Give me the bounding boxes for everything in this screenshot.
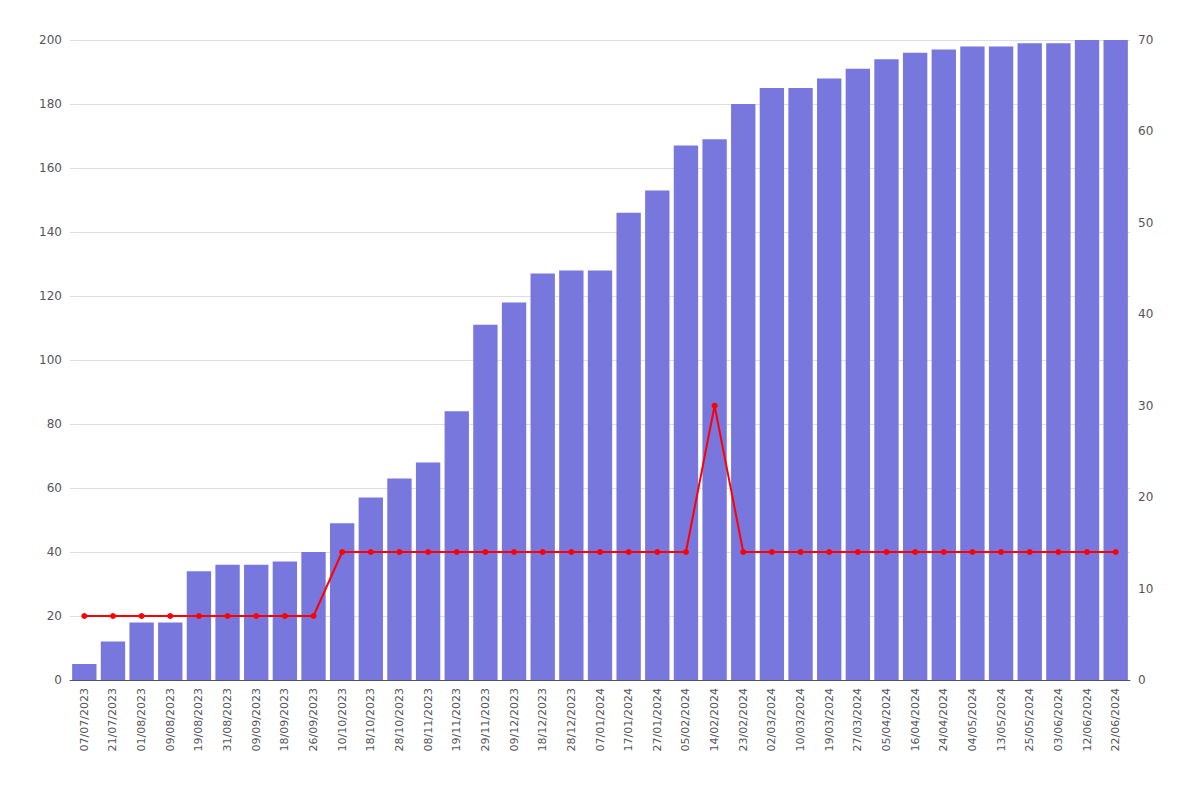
svg-text:140: 140 [39,225,62,239]
svg-text:27/01/2024: 27/01/2024 [651,688,664,751]
svg-text:0: 0 [54,673,62,687]
svg-text:60: 60 [1138,124,1153,138]
svg-text:80: 80 [47,417,62,431]
svg-text:04/05/2024: 04/05/2024 [966,688,979,751]
svg-text:23/02/2024: 23/02/2024 [737,688,750,751]
svg-text:09/12/2023: 09/12/2023 [508,688,521,751]
svg-text:10: 10 [1138,582,1153,596]
svg-text:26/09/2023: 26/09/2023 [307,688,320,751]
svg-text:17/01/2024: 17/01/2024 [622,688,635,751]
svg-text:13/05/2024: 13/05/2024 [995,688,1008,751]
svg-text:19/08/2023: 19/08/2023 [192,688,205,751]
svg-text:19/11/2023: 19/11/2023 [450,688,463,751]
svg-text:70: 70 [1138,33,1153,47]
svg-text:18/10/2023: 18/10/2023 [364,688,377,751]
svg-text:07/01/2024: 07/01/2024 [594,688,607,751]
svg-text:18/12/2023: 18/12/2023 [536,688,549,751]
svg-text:25/05/2024: 25/05/2024 [1023,688,1036,751]
svg-text:31/08/2023: 31/08/2023 [221,688,234,751]
svg-text:16/04/2024: 16/04/2024 [909,688,922,751]
svg-text:08/11/2023: 08/11/2023 [422,688,435,751]
svg-text:03/06/2024: 03/06/2024 [1052,688,1065,751]
svg-text:22/06/2024: 22/06/2024 [1109,688,1122,751]
svg-text:20: 20 [1138,490,1153,504]
svg-text:02/03/2024: 02/03/2024 [765,688,778,751]
svg-text:14/02/2024: 14/02/2024 [708,688,721,751]
svg-text:28/10/2023: 28/10/2023 [393,688,406,751]
svg-text:09/09/2023: 09/09/2023 [250,688,263,751]
svg-text:09/08/2023: 09/08/2023 [164,688,177,751]
svg-text:30: 30 [1138,399,1153,413]
svg-text:100: 100 [39,353,62,367]
svg-text:07/07/2023: 07/07/2023 [78,688,91,751]
svg-text:18/09/2023: 18/09/2023 [278,688,291,751]
svg-text:05/02/2024: 05/02/2024 [679,688,692,751]
svg-text:60: 60 [47,481,62,495]
svg-text:05/04/2024: 05/04/2024 [880,688,893,751]
svg-text:19/03/2024: 19/03/2024 [823,688,836,751]
svg-text:10/10/2023: 10/10/2023 [336,688,349,751]
svg-text:20: 20 [47,609,62,623]
svg-text:01/08/2023: 01/08/2023 [135,688,148,751]
svg-text:21/07/2023: 21/07/2023 [106,688,119,751]
svg-text:29/11/2023: 29/11/2023 [479,688,492,751]
svg-text:28/12/2023: 28/12/2023 [565,688,578,751]
svg-text:50: 50 [1138,216,1153,230]
svg-text:12/06/2024: 12/06/2024 [1081,688,1094,751]
svg-text:27/03/2024: 27/03/2024 [851,688,864,751]
svg-text:10/03/2024: 10/03/2024 [794,688,807,751]
svg-text:0: 0 [1138,673,1146,687]
svg-text:180: 180 [39,97,62,111]
svg-text:24/04/2024: 24/04/2024 [937,688,950,751]
svg-text:120: 120 [39,289,62,303]
svg-text:40: 40 [1138,307,1153,321]
svg-text:200: 200 [39,33,62,47]
svg-text:160: 160 [39,161,62,175]
svg-text:40: 40 [47,545,62,559]
